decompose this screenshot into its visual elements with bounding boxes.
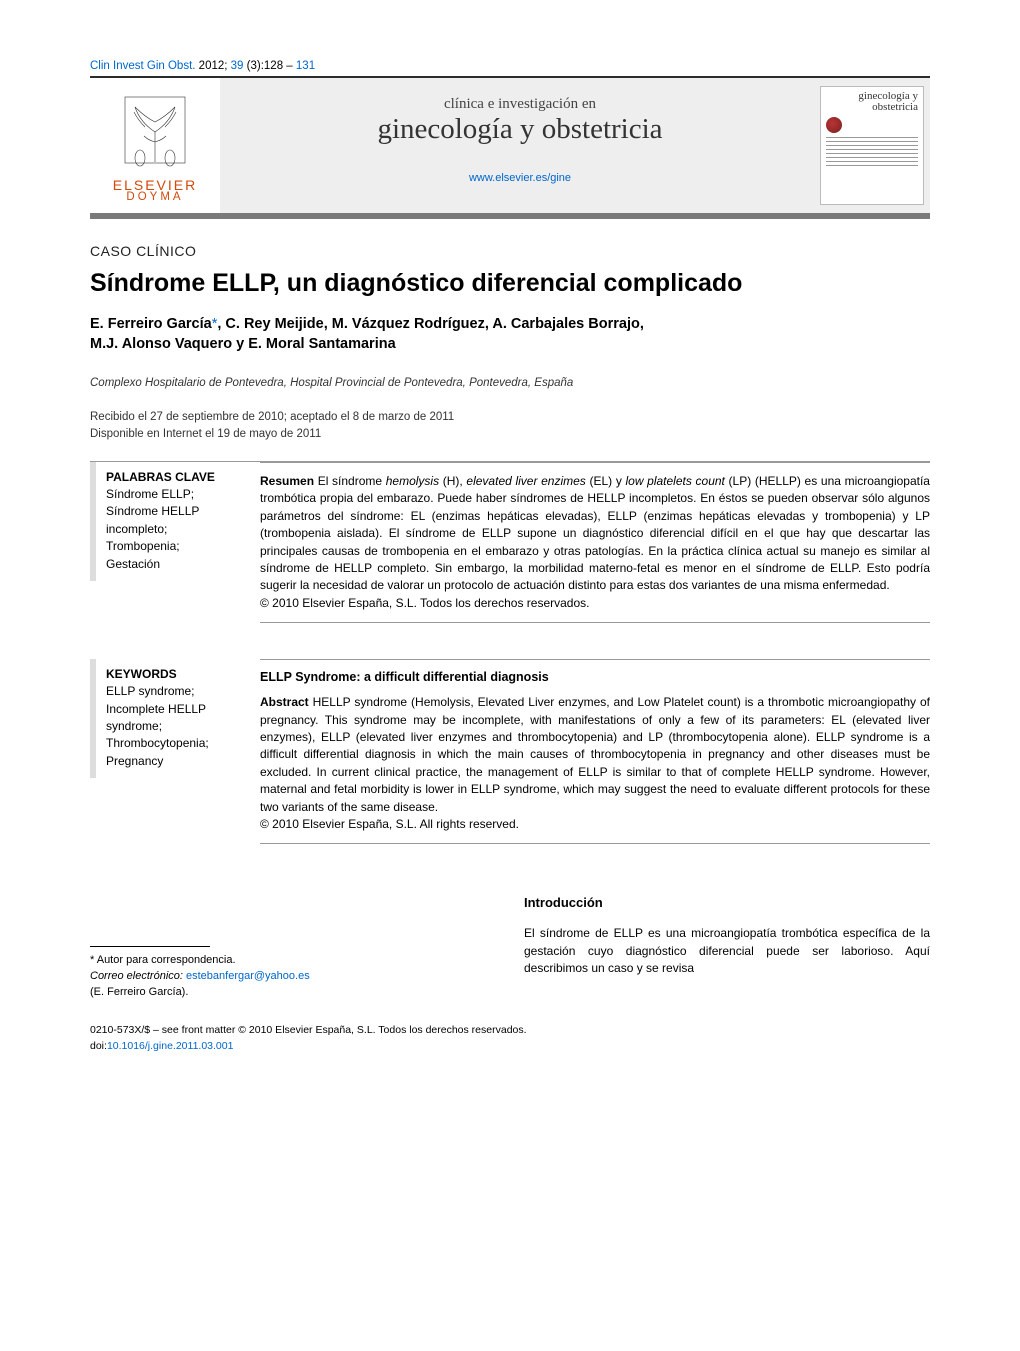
front-matter-line: 0210-573X/$ – see front matter © 2010 El… — [90, 1023, 930, 1055]
abs-en-bottom-rule — [260, 843, 930, 844]
running-citation: Clin Invest Gin Obst. 2012; 39 (3):128 –… — [90, 60, 930, 72]
footnote-rule — [90, 946, 210, 947]
journal-supratitle: clínica e investigación en — [230, 96, 810, 113]
footnote-column: * Autor para correspondencia. Correo ele… — [90, 894, 496, 1001]
journal-title: ginecología y obstetricia — [230, 113, 810, 146]
authors-rest-2: M.J. Alonso Vaquero y E. Moral Santamari… — [90, 336, 396, 352]
front-matter-text: 0210-573X/$ – see front matter © 2010 El… — [90, 1023, 930, 1039]
section-label: CASO CLÍNICO — [90, 243, 930, 259]
abs-en-top-rule — [260, 659, 930, 660]
intro-column: Introducción El síndrome de ELLP es una … — [524, 894, 930, 1001]
corr-email[interactable]: estebanfergar@yahoo.es — [186, 970, 310, 982]
article-title: Síndrome ELLP, un diagnóstico diferencia… — [90, 269, 930, 298]
affiliation: Complexo Hospitalario de Pontevedra, Hos… — [90, 377, 930, 389]
author-list: E. Ferreiro García*, C. Rey Meijide, M. … — [90, 314, 930, 355]
elsevier-tree-icon — [120, 92, 190, 168]
abs-en-copyright: © 2010 Elsevier España, S.L. All rights … — [260, 817, 519, 831]
abs-es-bottom-rule — [260, 622, 930, 623]
email-label: Correo electrónico: — [90, 970, 183, 982]
abstract-en-title: ELLP Syndrome: a difficult differential … — [260, 670, 930, 684]
intro-heading: Introducción — [524, 894, 930, 913]
citation-issue: 39 — [231, 60, 244, 72]
keywords-es-head: PALABRAS CLAVE — [106, 470, 238, 484]
cover-swirl-icon — [826, 117, 842, 133]
authors-rest-1: , C. Rey Meijide, M. Vázquez Rodríguez, … — [217, 316, 644, 332]
journal-title-block: clínica e investigación en ginecología y… — [220, 78, 820, 213]
journal-header: ELSEVIER DOYMA clínica e investigación e… — [90, 78, 930, 219]
corresponding-footnote: * Autor para correspondencia. Correo ele… — [90, 953, 496, 1001]
cover-toc-lines — [826, 137, 918, 166]
intro-text: El síndrome de ELLP es una microangiopat… — [524, 925, 930, 977]
bottom-columns: * Autor para correspondencia. Correo ele… — [90, 894, 930, 1001]
cover-thumbnail: ginecología y obstetricia — [820, 86, 924, 205]
corr-who: (E. Ferreiro García). — [90, 985, 496, 1001]
keywords-en-head: KEYWORDS — [106, 667, 238, 681]
abstract-en-text: Abstract HELLP syndrome (Hemolysis, Elev… — [260, 694, 930, 833]
keywords-en-list: ELLP syndrome; Incomplete HELLP syndrome… — [106, 683, 238, 770]
date-received: Recibido el 27 de septiembre de 2010; ac… — [90, 409, 930, 426]
abs-es-copyright: © 2010 Elsevier España, S.L. Todos los d… — [260, 596, 589, 610]
publisher-logo: ELSEVIER DOYMA — [90, 78, 220, 213]
abstract-es-text: Resumen El síndrome hemolysis (H), eleva… — [260, 473, 930, 612]
doi-label: doi: — [90, 1040, 107, 1052]
abstract-en-block: KEYWORDS ELLP syndrome; Incomplete HELLP… — [90, 659, 930, 854]
keywords-en-box: KEYWORDS ELLP syndrome; Incomplete HELLP… — [90, 659, 242, 778]
abs-es-top-rule — [260, 462, 930, 463]
cover-thumb-title: ginecología y obstetricia — [826, 91, 918, 113]
citation-year: 2012; — [199, 60, 228, 72]
citation-issue-paren: (3):128 — [247, 60, 283, 72]
corr-label: * Autor para correspondencia. — [90, 953, 496, 969]
author-1: E. Ferreiro García — [90, 316, 212, 332]
journal-url[interactable]: www.elsevier.es/gine — [230, 172, 810, 184]
citation-pages-end: 131 — [296, 60, 315, 72]
resumen-label: Resumen — [260, 474, 314, 488]
keywords-es-list: Síndrome ELLP; Síndrome HELLP incompleto… — [106, 486, 238, 573]
doi-link[interactable]: 10.1016/j.gine.2011.03.001 — [107, 1040, 234, 1052]
citation-journal: Clin Invest Gin Obst. — [90, 60, 195, 72]
keywords-es-box: PALABRAS CLAVE Síndrome ELLP; Síndrome H… — [90, 462, 242, 581]
article-dates: Recibido el 27 de septiembre de 2010; ac… — [90, 409, 930, 444]
date-online: Disponible en Internet el 19 de mayo de … — [90, 426, 930, 443]
abstract-es-block: PALABRAS CLAVE Síndrome ELLP; Síndrome H… — [90, 462, 930, 633]
abstract-label: Abstract — [260, 695, 309, 709]
